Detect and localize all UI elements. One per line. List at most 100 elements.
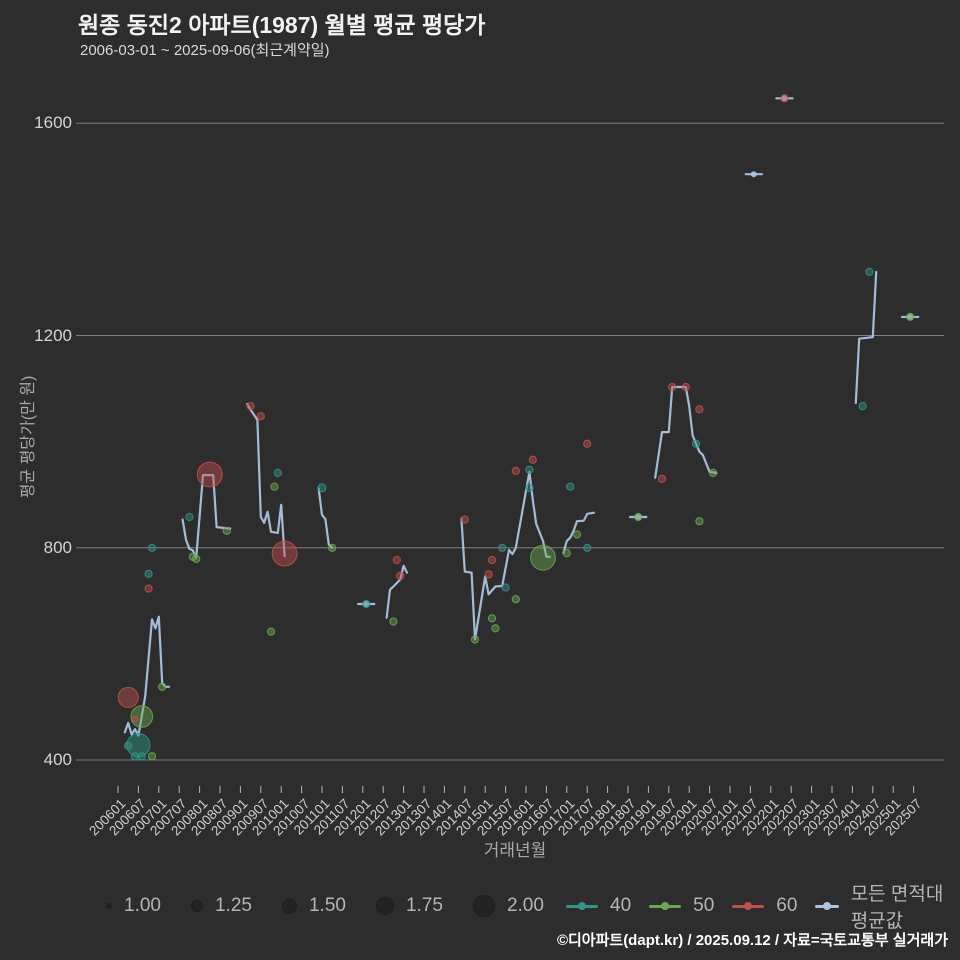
avg-line-segment (460, 470, 551, 641)
series-legend: 40 50 60 모든 면적대 평균값 (566, 884, 960, 932)
scatter-point-area40 (362, 599, 371, 609)
scatter-point-area50 (147, 752, 157, 761)
chart-subtitle: 2006-03-01 ~ 2025-09-06(최근계약일) (80, 42, 330, 59)
scatter-point-area40 (583, 543, 592, 552)
series-marker-icon (815, 904, 839, 908)
chart-title: 원종 동진2 아파트(1987) 월별 평균 평당가 (78, 12, 486, 38)
series-legend-label: 모든 면적대 평균값 (850, 884, 944, 932)
series-legend-item-avg: 모든 면적대 평균값 (815, 879, 960, 933)
size-legend-item: 1.50 (281, 895, 346, 917)
scatter-point-area60 (484, 570, 493, 579)
scatter-point-area40 (273, 468, 282, 477)
scatter-point-area60 (271, 540, 298, 567)
scatter-point-area60 (487, 555, 497, 565)
size-legend-label: 1.00 (124, 895, 161, 916)
scatter-point-area50 (270, 482, 279, 491)
y-tick-label: 400 (43, 750, 72, 769)
scatter-point-area50 (906, 312, 915, 321)
series-legend-label: 40 (610, 895, 632, 916)
size-dot-icon (190, 900, 203, 912)
series-marker-icon (566, 904, 598, 908)
scatter-point-area40 (566, 482, 575, 491)
scatter-point-area40 (525, 465, 534, 474)
scatter-point-area40 (498, 543, 507, 552)
size-dot-icon (375, 897, 394, 915)
avg-line-point (781, 95, 788, 102)
series-legend-item-40: 40 (566, 895, 631, 917)
scatter-point-area60 (396, 571, 405, 581)
scatter-point-area40 (147, 543, 157, 552)
scatter-point-area60 (511, 466, 520, 475)
series-marker-icon (649, 904, 682, 908)
scatter-point-area50 (487, 614, 497, 623)
y-tick-label: 1200 (34, 325, 72, 345)
scatter-point-area60 (460, 515, 469, 524)
x-axis-label: 거래년월 (483, 841, 547, 860)
size-legend-label: 1.75 (405, 895, 443, 916)
scatter-point-area50 (572, 530, 582, 539)
size-dot-icon (472, 895, 495, 917)
scatter-point-area40 (501, 583, 510, 592)
scatter-point-area60 (196, 461, 223, 488)
series-legend-item-60: 60 (732, 895, 797, 917)
scatter-point-area60 (695, 405, 704, 414)
avg-line-segment (317, 487, 334, 549)
scatter-point-area50 (634, 512, 643, 522)
scatter-point-area50 (158, 682, 167, 691)
size-legend-label: 2.00 (506, 895, 544, 916)
series-legend-label: 60 (776, 895, 798, 916)
scatter-point-area50 (470, 635, 480, 644)
scatter-point-area60 (780, 94, 789, 103)
size-legend-item: 1.75 (375, 895, 443, 917)
avg-line-point (907, 313, 914, 320)
scatter-point-area50 (708, 468, 718, 477)
y-tick-label: 800 (43, 537, 72, 557)
scatter-point-area50 (266, 627, 276, 636)
avg-line-point (363, 600, 370, 607)
scatter-point-area50 (389, 617, 398, 626)
scatter-point-area40 (865, 267, 874, 276)
size-legend-item: 1.00 (106, 895, 161, 917)
avg-line-segment (854, 270, 878, 404)
avg-line-point (750, 171, 757, 178)
avg-line-point (635, 513, 642, 520)
scatter-point-area60 (144, 584, 153, 593)
scatter-point-area50 (530, 544, 556, 571)
scatter-point-area50 (328, 543, 337, 552)
avg-line-segment (562, 511, 596, 555)
scatter-point-area50 (222, 526, 231, 535)
scatter-point-area60 (657, 474, 667, 483)
size-legend-item: 2.00 (472, 895, 544, 917)
scatter-point-area50 (491, 624, 500, 633)
scatter-point-area50 (192, 554, 201, 564)
scatter-point-area60 (246, 402, 255, 411)
series-legend-label: 50 (693, 895, 715, 916)
scatter-point-area40 (858, 402, 867, 411)
scatter-point-area60 (392, 555, 401, 565)
scatter-point-area60 (681, 382, 690, 392)
y-tick-label: 1600 (34, 113, 72, 133)
scatter-point-area60 (668, 382, 677, 392)
series-marker-icon (732, 904, 765, 908)
scatter-point-area60 (583, 439, 592, 448)
size-legend: 1.00 1.25 1.50 1.75 2.00 (106, 891, 544, 921)
scatter-point-area40 (126, 733, 151, 758)
scatter-point-area60 (528, 455, 537, 464)
scatter-point-area40 (525, 483, 534, 492)
scatter-point-area50 (695, 517, 704, 526)
size-legend-label: 1.25 (214, 895, 252, 916)
y-axis-label: 평균 평당가(만 원) (20, 375, 37, 499)
size-legend-item: 1.25 (190, 895, 252, 917)
series-legend-item-50: 50 (649, 895, 714, 917)
scatter-point-area60 (131, 715, 139, 723)
avg-line-segment (246, 402, 286, 558)
size-legend-label: 1.50 (308, 895, 346, 916)
scatter-point-area40 (317, 483, 327, 493)
avg-line-segment (654, 385, 718, 479)
scatter-point-area60 (256, 412, 265, 421)
scatter-point-area40 (691, 439, 701, 448)
avg-line-segment (385, 564, 409, 619)
scatter-point-area40 (185, 512, 194, 522)
